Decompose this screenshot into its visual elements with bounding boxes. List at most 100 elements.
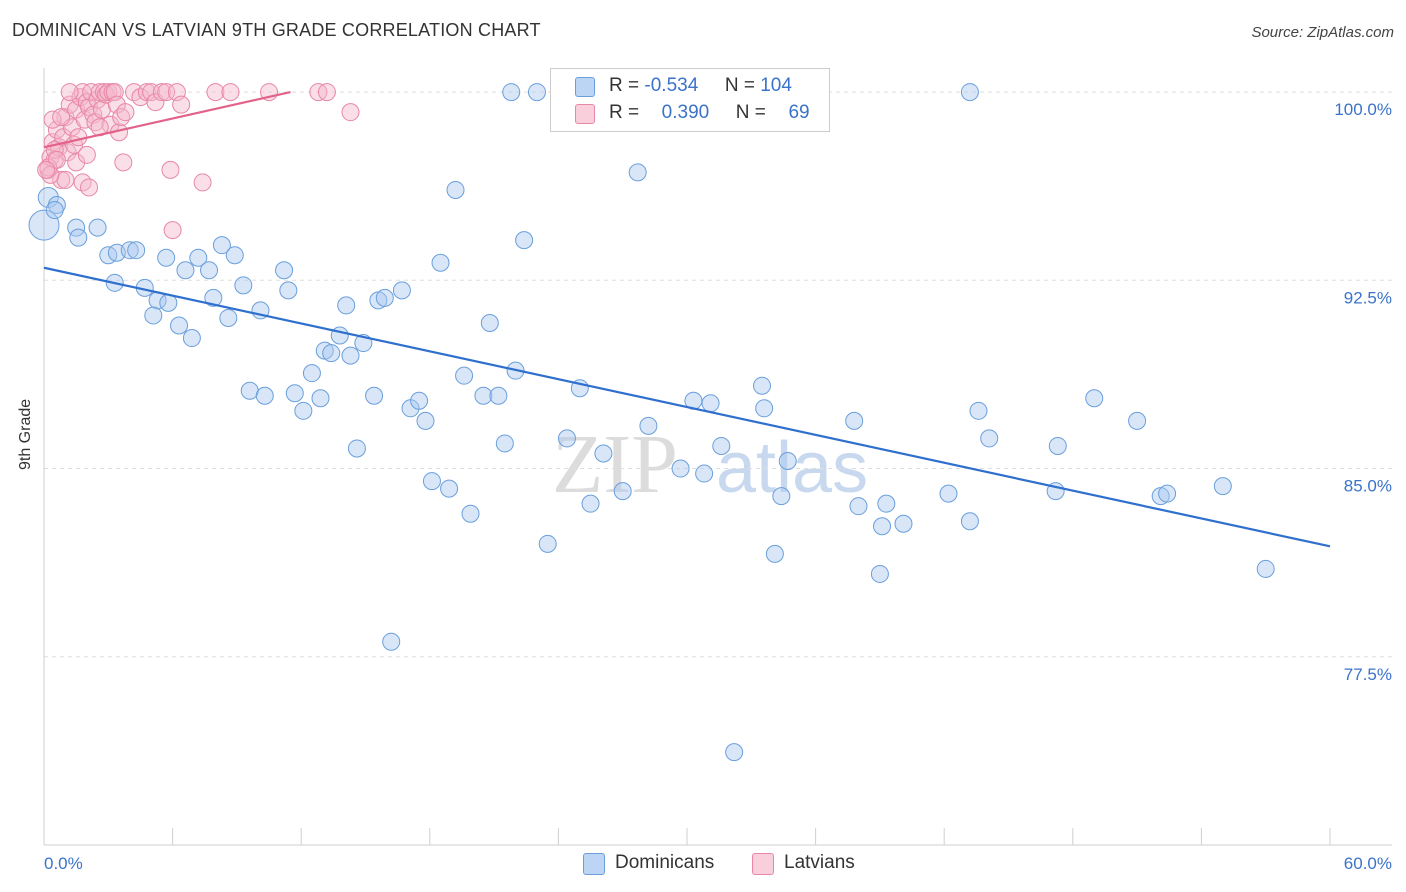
scatter-point-dominicans bbox=[341, 346, 360, 365]
y-tick-label: 92.5% bbox=[1344, 288, 1392, 307]
scatter-point-dominicans bbox=[495, 434, 514, 453]
x-tick-label-max: 60.0% bbox=[1344, 854, 1392, 873]
scatter-point-latvians bbox=[60, 83, 79, 102]
bottom-legend-label-dominicans: Dominicans bbox=[615, 852, 715, 873]
scatter-point-dominicans bbox=[204, 288, 223, 307]
chart-title: DOMINICAN VS LATVIAN 9TH GRADE CORRELATI… bbox=[12, 20, 541, 40]
scatter-point-latvians bbox=[221, 83, 240, 102]
scatter-point-dominicans bbox=[969, 401, 988, 420]
scatter-point-dominicans bbox=[671, 459, 690, 478]
scatter-point-dominicans bbox=[870, 564, 889, 583]
scatter-point-dominicans bbox=[755, 399, 774, 418]
scatter-point-latvians bbox=[116, 103, 135, 122]
data-points bbox=[28, 83, 1275, 762]
scatter-point-latvians bbox=[67, 153, 86, 172]
scatter-point-dominicans bbox=[613, 482, 632, 501]
scatter-point-dominicans bbox=[410, 391, 429, 410]
scatter-point-latvians bbox=[92, 100, 111, 119]
scatter-point-dominicans bbox=[1048, 436, 1067, 455]
scatter-point-dominicans bbox=[347, 439, 366, 458]
scatter-point-dominicans bbox=[322, 344, 341, 363]
scatter-point-dominicans bbox=[873, 517, 892, 536]
scatter-point-dominicans bbox=[302, 364, 321, 383]
scatter-point-dominicans bbox=[212, 236, 231, 255]
scatter-point-dominicans bbox=[461, 504, 480, 523]
scatter-point-latvians bbox=[152, 83, 171, 102]
scatter-point-dominicans bbox=[176, 261, 195, 280]
legend-r-label: R = bbox=[609, 102, 640, 123]
scatter-point-dominicans bbox=[157, 248, 176, 267]
scatter-point-dominicans bbox=[365, 386, 384, 405]
legend-r-label: R = bbox=[609, 75, 640, 96]
scatter-point-dominicans bbox=[225, 246, 244, 265]
scatter-point-dominicans bbox=[772, 487, 791, 506]
scatter-point-dominicans bbox=[120, 241, 139, 260]
legend-n-value: 104 bbox=[760, 75, 792, 96]
scatter-point-latvians bbox=[161, 160, 180, 179]
scatter-point-dominicans bbox=[45, 201, 64, 220]
scatter-point-dominicans bbox=[375, 288, 394, 307]
scatter-point-dominicans bbox=[939, 484, 958, 503]
scatter-point-dominicans bbox=[382, 632, 401, 651]
scatter-point-latvians bbox=[157, 83, 176, 102]
scatter-point-dominicans bbox=[182, 329, 201, 348]
legend-n-value: 69 bbox=[788, 102, 810, 123]
legend-n-label: N = bbox=[735, 102, 766, 123]
scatter-point-dominicans bbox=[431, 253, 450, 272]
scatter-point-dominicans bbox=[69, 228, 88, 247]
scatter-point-dominicans bbox=[446, 180, 465, 199]
scatter-point-dominicans bbox=[960, 512, 979, 531]
scatter-point-latvians bbox=[114, 153, 133, 172]
x-tick-labels: 0.0% 60.0% bbox=[44, 854, 1392, 873]
scatter-point-dominicans bbox=[725, 743, 744, 762]
scatter-point-latvians bbox=[163, 221, 182, 240]
scatter-point-dominicans bbox=[1213, 477, 1232, 496]
axes bbox=[43, 68, 1392, 846]
scatter-point-dominicans bbox=[701, 394, 720, 413]
legend-n-label: N = bbox=[724, 75, 755, 96]
y-axis-title: 9th Grade bbox=[17, 398, 34, 470]
scatter-point-dominicans bbox=[960, 83, 979, 102]
scatter-point-dominicans bbox=[480, 313, 499, 332]
y-tick-label: 100.0% bbox=[1334, 100, 1392, 119]
scatter-point-dominicans bbox=[311, 389, 330, 408]
scatter-point-dominicans bbox=[88, 218, 107, 237]
scatter-point-dominicans bbox=[275, 261, 294, 280]
scatter-point-dominicans bbox=[712, 436, 731, 455]
scatter-point-latvians bbox=[88, 90, 107, 109]
scatter-point-dominicans bbox=[894, 514, 913, 533]
scatter-point-dominicans bbox=[189, 248, 208, 267]
scatter-point-dominicans bbox=[416, 411, 435, 430]
scatter-point-dominicans bbox=[392, 281, 411, 300]
watermark: ZIP atlas bbox=[552, 418, 868, 511]
scatter-point-dominicans bbox=[695, 464, 714, 483]
legend-swatch-latvians bbox=[575, 104, 595, 124]
scatter-point-dominicans bbox=[455, 366, 474, 385]
scatter-point-latvians bbox=[341, 103, 360, 122]
scatter-point-latvians bbox=[52, 170, 71, 189]
bottom-legend-swatch-latvians bbox=[752, 853, 774, 875]
scatter-point-dominicans bbox=[849, 497, 868, 516]
scatter-point-dominicans bbox=[234, 276, 253, 295]
trend-line-latvians bbox=[43, 91, 291, 149]
scatter-point-dominicans bbox=[144, 306, 163, 325]
scatter-point-dominicans bbox=[474, 386, 493, 405]
scatter-point-dominicans bbox=[337, 296, 356, 315]
scatter-point-dominicans bbox=[279, 281, 298, 300]
scatter-point-dominicans bbox=[1256, 559, 1275, 578]
x-tick-label-min: 0.0% bbox=[44, 854, 83, 873]
correlation-legend: R = -0.534 N = 104 R = 0.390 N = 69 bbox=[550, 68, 830, 132]
scatter-point-dominicans bbox=[170, 316, 189, 335]
scatter-point-latvians bbox=[193, 173, 212, 192]
scatter-point-dominicans bbox=[502, 83, 521, 102]
scatter-point-dominicans bbox=[778, 452, 797, 471]
scatter-point-dominicans bbox=[240, 381, 259, 400]
scatter-point-dominicans bbox=[581, 494, 600, 513]
scatter-point-dominicans bbox=[294, 401, 313, 420]
scatter-point-latvians bbox=[56, 170, 75, 189]
scatter-point-dominicans bbox=[200, 261, 219, 280]
scatter-point-latvians bbox=[142, 83, 161, 102]
scatter-point-dominicans bbox=[877, 494, 896, 513]
scatter-point-dominicans bbox=[594, 444, 613, 463]
